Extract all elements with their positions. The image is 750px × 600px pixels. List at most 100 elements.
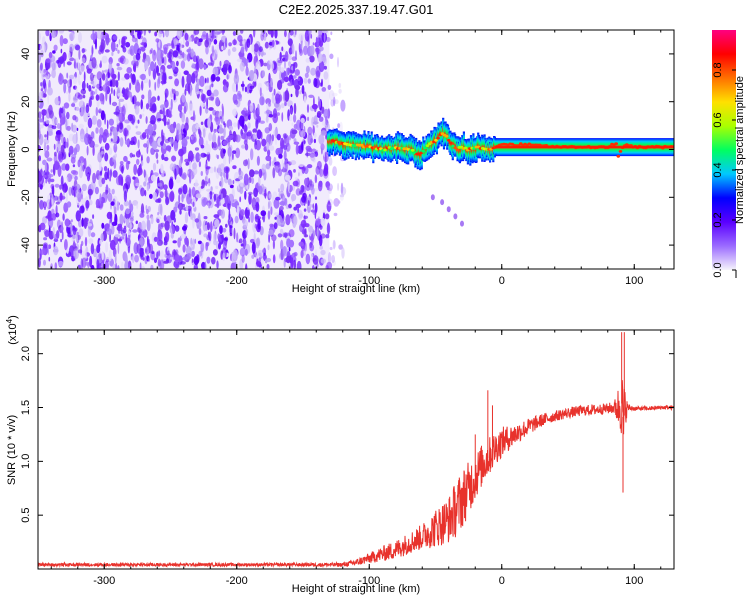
track-core	[434, 138, 438, 142]
noise-speckle	[279, 70, 282, 81]
noise-speckle	[310, 233, 314, 246]
noise-speckle	[184, 212, 189, 224]
noise-speckle	[324, 213, 330, 220]
noise-speckle	[116, 200, 120, 212]
noise-speckle	[246, 62, 248, 68]
noise-speckle	[223, 237, 228, 241]
noise-speckle	[47, 93, 50, 105]
noise-speckle	[182, 51, 185, 59]
bottom-y-axis: 0.5 1.0 1.5 2.0	[20, 346, 674, 523]
noise-speckle	[275, 103, 281, 111]
noise-speckle	[100, 150, 104, 155]
noise-speckle	[132, 229, 138, 233]
noise-speckle	[228, 42, 232, 47]
noise-speckle	[62, 213, 65, 221]
noise-speckle	[334, 99, 339, 105]
noise-speckle	[284, 174, 291, 181]
noise-region	[38, 30, 347, 269]
noise-speckle	[153, 257, 158, 264]
noise-speckle	[207, 182, 211, 187]
noise-speckle	[303, 77, 308, 84]
noise-speckle	[292, 256, 297, 263]
noise-speckle	[253, 232, 256, 242]
noise-speckle	[245, 159, 248, 165]
noise-speckle	[193, 114, 196, 121]
track-core	[616, 154, 621, 158]
noise-speckle	[248, 193, 252, 205]
noise-speckle	[73, 147, 78, 156]
noise-speckle	[308, 225, 314, 233]
noise-speckle	[239, 182, 244, 187]
colorbar-tick-label: 0.6	[712, 112, 724, 127]
noise-speckle	[208, 107, 214, 111]
noise-speckle	[159, 259, 165, 269]
noise-speckle	[244, 58, 249, 64]
noise-speckle	[98, 134, 102, 144]
noise-speckle	[111, 87, 113, 95]
noise-speckle	[327, 84, 332, 90]
noise-speckle	[135, 60, 139, 67]
noise-speckle	[60, 107, 64, 114]
noise-speckle	[139, 212, 145, 218]
noise-speckle	[125, 41, 131, 48]
noise-speckle	[125, 233, 128, 244]
noise-speckle	[81, 240, 84, 246]
noise-speckle	[331, 92, 338, 97]
noise-speckle	[68, 74, 75, 80]
noise-speckle	[220, 135, 225, 141]
noise-speckle	[184, 158, 189, 163]
noise-speckle	[96, 71, 103, 81]
noise-speckle	[174, 168, 177, 180]
noise-speckle	[108, 219, 111, 226]
noise-speckle	[320, 130, 327, 136]
noise-speckle	[189, 84, 192, 97]
noise-speckle	[248, 70, 255, 82]
noise-speckle	[158, 74, 160, 85]
noise-speckle	[295, 203, 301, 209]
noise-speckle	[129, 140, 135, 146]
noise-speckle	[291, 129, 298, 135]
noise-speckle	[165, 145, 172, 152]
noise-speckle	[326, 185, 330, 191]
noise-speckle	[318, 234, 323, 247]
noise-speckle	[136, 243, 142, 254]
noise-speckle	[75, 87, 78, 100]
noise-speckle	[309, 152, 316, 158]
noise-speckle	[59, 35, 64, 47]
noise-speckle	[292, 75, 297, 79]
noise-speckle	[250, 148, 254, 161]
noise-speckle	[165, 121, 170, 125]
noise-speckle	[38, 31, 41, 42]
noise-speckle	[303, 208, 307, 212]
noise-speckle	[164, 30, 170, 38]
noise-speckle	[38, 172, 43, 182]
noise-speckle	[242, 120, 244, 128]
noise-speckle	[119, 137, 124, 147]
noise-speckle	[108, 61, 113, 74]
noise-speckle	[240, 46, 245, 54]
noise-speckle	[257, 249, 264, 258]
x-tick-label: -100	[358, 575, 380, 587]
noise-speckle	[313, 138, 316, 144]
noise-speckle	[169, 163, 175, 171]
noise-speckle	[188, 187, 191, 198]
noise-speckle	[226, 81, 229, 88]
noise-speckle	[161, 74, 164, 86]
noise-speckle	[198, 250, 203, 257]
noise-speckle	[166, 64, 172, 69]
noise-speckle	[177, 237, 181, 248]
noise-speckle	[81, 80, 86, 91]
noise-speckle	[254, 213, 260, 223]
noise-speckle	[143, 30, 147, 36]
noise-speckle	[86, 68, 92, 74]
noise-speckle	[60, 175, 64, 187]
noise-speckle	[316, 226, 319, 237]
noise-speckle	[106, 132, 110, 138]
noise-speckle	[207, 192, 210, 201]
noise-speckle	[142, 52, 147, 60]
noise-speckle	[91, 115, 97, 125]
x-tick-label: 0	[499, 275, 505, 287]
noise-speckle	[109, 80, 113, 87]
noise-speckle	[232, 199, 238, 204]
noise-speckle	[60, 48, 63, 54]
